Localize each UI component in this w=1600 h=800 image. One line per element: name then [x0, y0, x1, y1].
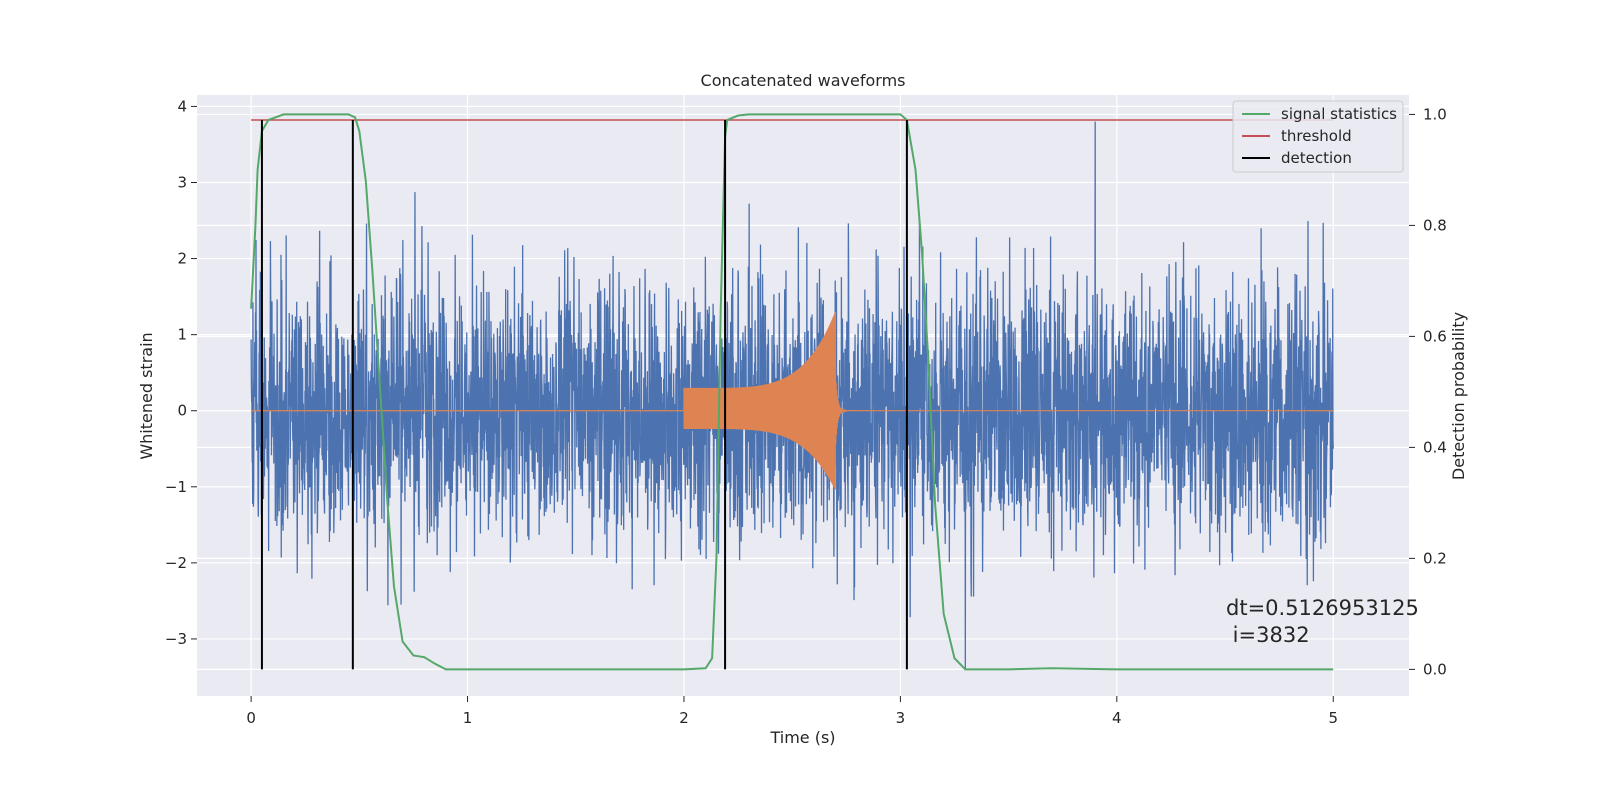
y2-tick-label: 0.6	[1423, 327, 1447, 345]
x-tick-label: 0	[246, 709, 256, 727]
annotation-i: i=3832	[1226, 623, 1310, 647]
y-tick-label: 4	[177, 97, 187, 115]
x-axis-label: Time (s)	[769, 728, 835, 747]
x-tick-label: 4	[1112, 709, 1122, 727]
noise-series-line	[250, 121, 1334, 670]
legend-box	[1232, 100, 1404, 173]
legend-label-signal-statistics: signal statistics	[1281, 105, 1397, 123]
y2-tick-label: 0.2	[1423, 549, 1447, 567]
y2-axis-label: Detection probability	[1449, 312, 1468, 480]
plot-layer	[250, 113, 1334, 671]
y-tick-label: 1	[177, 326, 187, 344]
y2-tick-label: 0.4	[1423, 438, 1447, 456]
y-tick-label: 0	[177, 402, 187, 420]
y2-tick-label: 0.0	[1423, 660, 1447, 678]
x-tick-label: 5	[1328, 709, 1338, 727]
legend: signal statistics threshold detection	[1232, 100, 1404, 173]
chart-title: Concatenated waveforms	[701, 71, 906, 90]
chirp-series-line	[251, 311, 1334, 490]
legend-label-threshold: threshold	[1281, 127, 1352, 145]
legend-label-detection: detection	[1281, 149, 1352, 167]
ticks: 0 1 2 3 4 5 −3 −2 −1 0 1 2 3 4 0.0 0.2 0.4 0.6 0.8 1.0	[165, 97, 1447, 727]
annotation-dt: dt=0.5126953125	[1226, 596, 1419, 620]
y-tick-label: 2	[177, 250, 187, 268]
x-tick-label: 3	[896, 709, 906, 727]
y-tick-label: −3	[165, 630, 187, 648]
y-tick-label: −1	[165, 478, 187, 496]
x-tick-label: 2	[679, 709, 689, 727]
detection-lines	[260, 119, 908, 670]
y2-tick-label: 0.8	[1423, 216, 1447, 234]
y2-tick-label: 1.0	[1423, 105, 1447, 123]
signal-statistics-line	[250, 113, 1334, 671]
x-tick-label: 1	[463, 709, 473, 727]
y-tick-label: 3	[177, 173, 187, 191]
y-axis-label: Whitened strain	[137, 332, 156, 459]
y-tick-label: −2	[165, 554, 187, 572]
